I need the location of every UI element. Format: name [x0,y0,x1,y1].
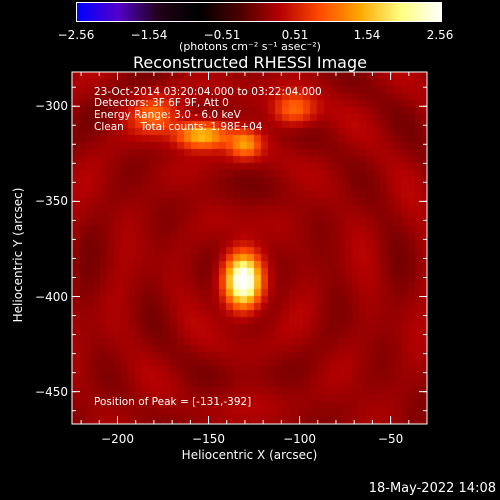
y-axis-label: Heliocentric Y (arcsec) [11,187,25,323]
y-tick-label: −450 [35,384,68,399]
peak-position-label: Position of Peak = [-131,-392] [94,396,252,408]
annotation-line: Detectors: 3F 6F 9F, Att 0 [94,97,229,109]
annotation-line: Clean Total counts: 1.98E+04 [94,121,263,133]
heatmap-image [72,72,427,424]
y-tick-label: −300 [35,99,68,114]
chart-title: Reconstructed RHESSI Image [133,53,367,72]
colorbar-tick: 0.51 [281,28,309,42]
colorbar-tick: −0.51 [203,28,241,42]
x-tick-label: −200 [101,432,134,446]
x-axis-label: Heliocentric X (arcsec) [181,448,318,462]
x-tick-label: −150 [192,432,226,446]
x-tick-label: −100 [283,432,317,446]
colorbar-tick: 1.54 [353,28,381,42]
colorbar [76,2,442,22]
y-tick-label: −350 [35,194,68,209]
y-tick-label: −400 [35,289,68,304]
annotation-line: Energy Range: 3.0 - 6.0 keV [94,109,241,121]
colorbar-unit-label: (photons cm⁻² s⁻¹ asec⁻²) [179,40,321,53]
x-tick-label: −50 [377,432,404,446]
colorbar-tick: −2.56 [57,28,95,42]
colorbar-tick: 2.56 [426,28,454,42]
annotation-line: 23-Oct-2014 03:20:04.000 to 03:22:04.000 [94,86,322,98]
colorbar-tick: −1.54 [130,28,168,42]
footer-date: 18-May-2022 14:08 [368,481,496,496]
